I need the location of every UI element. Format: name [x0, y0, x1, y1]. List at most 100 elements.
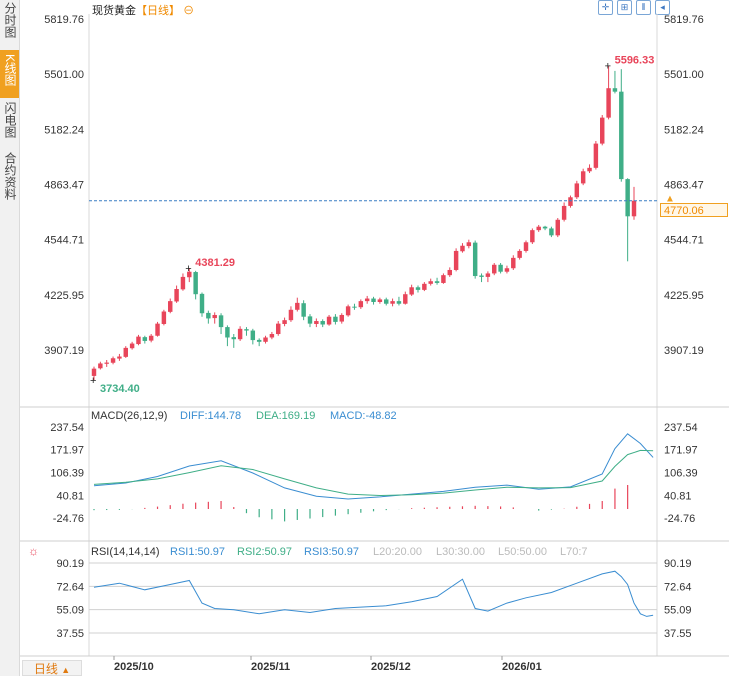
time-label: 2026/01	[502, 661, 542, 673]
price-annotations: +5596.33 + 4381.29 +3734.40	[90, 55, 654, 395]
rsi-tick-left: 37.55	[56, 628, 84, 640]
candle-body	[593, 143, 599, 168]
candle-body	[314, 321, 319, 324]
period-button-label: 日线	[33, 662, 58, 676]
candle-body	[142, 337, 148, 341]
candle-body	[530, 230, 535, 243]
macd-tick-right: 171.97	[664, 445, 698, 457]
candle-body	[561, 205, 567, 220]
annotation-label: 4381.29	[195, 257, 235, 269]
candle-body	[231, 337, 236, 340]
price-tick-right: 5501.00	[664, 69, 704, 81]
candle-body	[466, 242, 472, 247]
rsi-tick-left: 90.19	[56, 558, 84, 570]
price-tick-left: 4544.71	[44, 235, 84, 247]
candle-body	[409, 287, 414, 295]
macd-tick-left: 40.81	[56, 490, 84, 502]
candle-body	[403, 294, 408, 304]
price-tick-left: 5501.00	[44, 69, 84, 81]
price-tick-right: 4544.71	[664, 235, 704, 247]
candle-body	[206, 312, 211, 319]
expand-icon[interactable]: ✛	[598, 0, 613, 15]
candle-body	[517, 250, 522, 258]
candle-body	[307, 316, 313, 324]
period-button[interactable]: 日线 ▲	[22, 660, 82, 676]
candle-body	[358, 301, 364, 308]
candle-body	[276, 323, 281, 335]
sidebar-tabs: 分时图 K线图 闪电图 合约资料	[0, 0, 20, 676]
tab-kline[interactable]: K线图	[0, 50, 19, 98]
tab-timeshare-label: 分时图	[3, 2, 17, 38]
tab-contract[interactable]: 合约资料	[0, 152, 19, 212]
candle-body	[542, 226, 548, 229]
candle-body	[384, 299, 389, 304]
candle-body	[390, 301, 395, 304]
shrink-icon[interactable]: ⊞	[617, 0, 632, 15]
tab-flash[interactable]: 闪电图	[0, 100, 19, 148]
candle-body	[479, 275, 484, 277]
rsi-legend-l20: L20:20.00	[373, 546, 422, 558]
rsi-title: RSI(14,14,14)	[91, 546, 159, 558]
macd-diff-line	[93, 433, 654, 500]
candle-body	[364, 298, 370, 302]
candle-body	[428, 281, 433, 284]
candle-body	[212, 314, 217, 319]
rsi-tick-left: 55.09	[56, 605, 84, 617]
candle-body	[187, 271, 192, 278]
candle-body	[485, 273, 491, 277]
candle-body	[549, 228, 554, 236]
candle-body	[580, 171, 586, 184]
candle-body	[568, 197, 573, 206]
price-tick-left: 3907.19	[44, 345, 84, 357]
macd-histogram	[93, 485, 629, 522]
price-tick-right: 4225.95	[664, 290, 704, 302]
candle-body	[377, 299, 383, 302]
tab-kline-label: K线图	[3, 54, 17, 87]
macd-legend-diff: DIFF:144.78	[180, 410, 241, 422]
candle-body	[129, 343, 135, 349]
rsi-tick-right: 72.64	[664, 581, 692, 593]
rsi-tick-right: 90.19	[664, 558, 692, 570]
annotation-marker: +	[185, 263, 191, 275]
candle-body	[98, 363, 103, 369]
candle-body	[422, 283, 427, 290]
candle-body	[472, 242, 478, 277]
tab-timeshare[interactable]: 分时图	[0, 2, 19, 47]
annotation-marker: +	[605, 61, 611, 73]
time-axis: 2025/10 2025/11 2025/12 2026/01	[113, 656, 542, 673]
sun-icon[interactable]: ☼	[28, 544, 39, 558]
annotation-marker: +	[90, 375, 96, 387]
rsi-legend-3: RSI3:50.97	[304, 546, 359, 558]
candle-body	[587, 167, 592, 172]
time-label: 2025/11	[251, 661, 290, 673]
tab-contract-label: 合约资料	[3, 152, 17, 200]
candle-body	[352, 306, 357, 308]
rsi-legend-2: RSI2:50.97	[237, 546, 292, 558]
price-tick-left: 5182.24	[44, 124, 84, 136]
chart-header: 现货黄金【日线】 ⊖	[92, 2, 194, 18]
circle-minus-icon[interactable]: ⊖	[183, 5, 195, 17]
candle-body	[174, 289, 179, 302]
candle-body	[523, 242, 529, 251]
candle-body	[244, 329, 249, 331]
period-tag[interactable]: 【日线】	[136, 5, 180, 17]
candle-body	[218, 315, 224, 328]
candle-body	[612, 88, 618, 92]
annotation-label: 5596.33	[615, 55, 655, 67]
time-label: 2025/10	[114, 661, 154, 673]
left-arrow-icon[interactable]: ◂	[655, 0, 670, 15]
vertical-split-icon[interactable]: ⫴	[636, 0, 651, 15]
macd-tick-left: -24.76	[53, 513, 84, 525]
candle-body	[371, 298, 376, 302]
tab-flash-label: 闪电图	[3, 102, 17, 138]
macd-legend-macd: MACD:-48.82	[330, 410, 397, 422]
candle-body	[250, 330, 256, 341]
candle-body	[256, 339, 262, 342]
rsi-tick-right: 55.09	[664, 605, 692, 617]
candle-body	[301, 303, 306, 317]
candle-body	[148, 335, 154, 341]
candle-body	[117, 356, 122, 359]
candle-body	[295, 302, 300, 310]
candle-body	[180, 276, 186, 290]
